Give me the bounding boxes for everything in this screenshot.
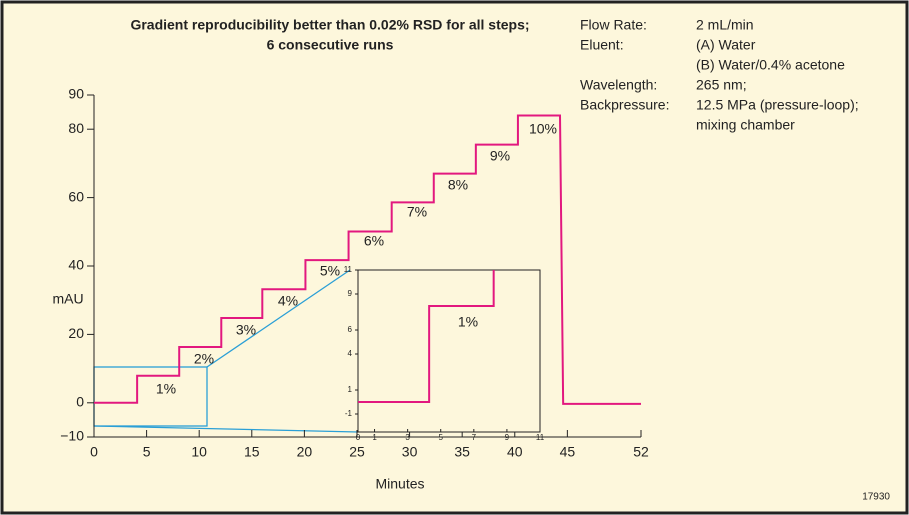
x-tick-label: 35	[454, 444, 470, 460]
y-tick-label: 1	[348, 385, 353, 394]
step-label: 7%	[407, 204, 427, 220]
x-tick-label: 30	[402, 444, 418, 460]
x-tick-label: 25	[349, 444, 365, 460]
step-label: 6%	[364, 233, 384, 249]
info-label: Backpressure:	[580, 97, 669, 113]
y-tick-label: 0	[76, 394, 84, 410]
info-label: Eluent:	[580, 37, 624, 53]
step-label: 1%	[156, 381, 176, 397]
chart-title: 6 consecutive runs	[267, 37, 394, 53]
inset-frame	[357, 269, 541, 433]
x-tick-label: 5	[143, 444, 151, 460]
x-tick-label: 9	[505, 433, 510, 442]
x-tick-label: 15	[244, 444, 260, 460]
step-label: 10%	[529, 121, 557, 137]
x-tick-label: 0	[356, 433, 361, 442]
x-tick-label: 0	[90, 444, 98, 460]
zoom-line	[93, 425, 359, 433]
y-tick-label: 4	[348, 349, 353, 358]
y-tick-label: 40	[68, 257, 84, 273]
x-tick-label: 45	[560, 444, 576, 460]
y-tick-label: 20	[68, 325, 84, 341]
x-tick-label: 40	[507, 444, 523, 460]
y-tick-label: -1	[345, 409, 353, 418]
info-value: 12.5 MPa (pressure-loop);	[696, 97, 859, 113]
y-tick-label: 6	[348, 325, 353, 334]
x-axis-label: Minutes	[375, 476, 424, 492]
y-tick-label: 80	[68, 120, 84, 136]
figure-number: 17930	[862, 492, 890, 503]
info-value: 2 mL/min	[696, 17, 754, 33]
y-tick-label: 90	[68, 86, 84, 102]
step-label: 8%	[448, 177, 468, 193]
info-value: 265 nm;	[696, 77, 747, 93]
x-tick-label: 10	[191, 444, 207, 460]
step-label: 9%	[490, 148, 510, 164]
x-tick-label: 7	[472, 433, 477, 442]
info-value: (A) Water	[696, 37, 756, 53]
y-tick-label: 60	[68, 188, 84, 204]
x-tick-label: 11	[536, 433, 545, 442]
step-label: 3%	[236, 322, 256, 338]
info-value: mixing chamber	[696, 117, 795, 133]
step-label: 2%	[194, 351, 214, 367]
y-axis-label: mAU	[52, 291, 83, 307]
step-label: 5%	[320, 263, 340, 279]
x-tick-label: 5	[439, 433, 444, 442]
step-label: 4%	[278, 293, 298, 309]
info-label: Flow Rate:	[580, 17, 647, 33]
data-line	[94, 114, 641, 405]
y-tick-label: −10	[60, 428, 84, 444]
y-tick-label: 9	[348, 289, 353, 298]
x-tick-label: 20	[297, 444, 313, 460]
info-label: Wavelength:	[580, 77, 657, 93]
data-line	[358, 270, 495, 403]
y-tick-label: 11	[344, 265, 353, 274]
x-tick-label: 1	[372, 433, 377, 442]
chart-title: Gradient reproducibility better than 0.0…	[130, 17, 529, 33]
zoom-line	[206, 269, 351, 368]
step-label: 1%	[458, 314, 478, 330]
info-value: (B) Water/0.4% acetone	[696, 57, 845, 73]
x-tick-label: 52	[633, 444, 649, 460]
x-tick-label: 3	[405, 433, 410, 442]
